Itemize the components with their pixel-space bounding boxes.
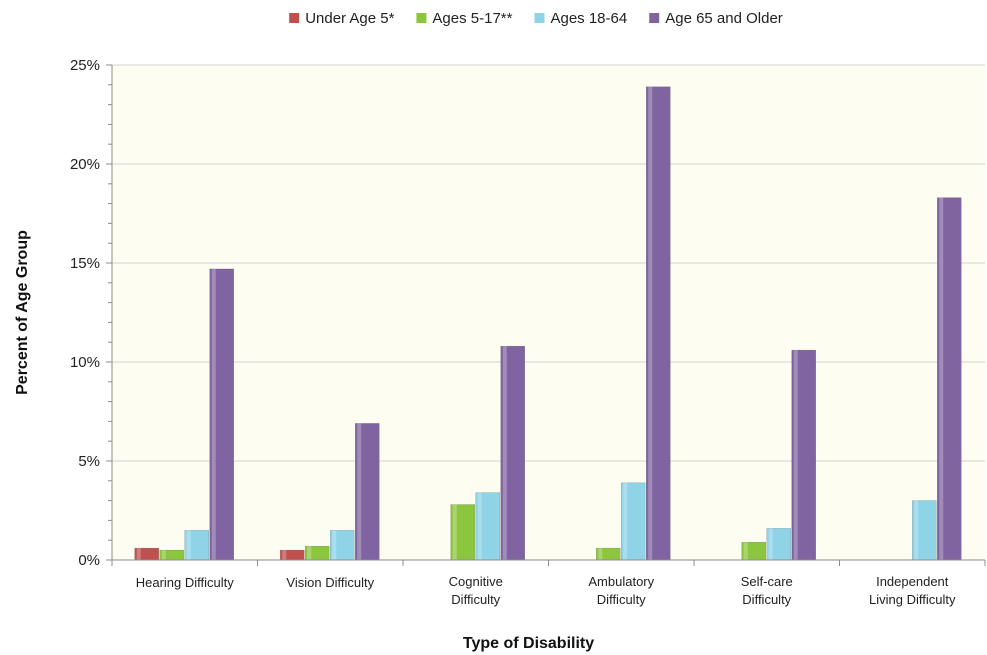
gridlines [112, 64, 985, 462]
bar [450, 504, 475, 561]
legend-label: Under Age 5* [305, 10, 394, 27]
bar-highlight [623, 482, 628, 560]
plot-area [112, 65, 985, 560]
bar-highlight [477, 492, 482, 560]
bar [791, 349, 816, 561]
bar-highlight [161, 550, 166, 560]
bar [330, 530, 355, 561]
legend-label: Ages 18-64 [550, 10, 627, 27]
bar-highlight [598, 548, 603, 560]
bar [184, 530, 209, 561]
y-tick-labels: 0% 5% 10% 15% 20% 25% [70, 57, 100, 569]
x-category-label: Difficulty [451, 592, 500, 607]
bar-highlight [186, 530, 191, 560]
bar-highlight [136, 548, 141, 560]
bar-highlight [502, 346, 507, 560]
y-tick-label: 20% [70, 156, 100, 173]
legend-swatch [289, 13, 300, 23]
x-category-label: Difficulty [742, 592, 791, 607]
x-category-label: Self-care [741, 574, 793, 589]
bar [646, 86, 671, 561]
bar-highlight [768, 528, 773, 560]
bar-highlight [648, 86, 653, 560]
legend-swatch [416, 13, 427, 23]
legend-swatch [534, 13, 545, 23]
legend-swatch [649, 13, 660, 23]
y-tick-label: 25% [70, 57, 100, 74]
bar [355, 423, 380, 561]
bar [500, 345, 525, 561]
bar [937, 197, 962, 561]
bar [209, 268, 234, 561]
x-category-label: Cognitive [449, 574, 503, 589]
x-category-label: Difficulty [597, 592, 646, 607]
bar-highlight [282, 550, 287, 560]
bar-highlight [211, 268, 216, 560]
bar [475, 492, 500, 561]
bar-highlight [939, 197, 944, 560]
y-tick-label: 0% [78, 552, 100, 569]
x-category-label: Hearing Difficulty [136, 575, 235, 590]
y-axis-title: Percent of Age Group [14, 230, 31, 395]
y-tick-label: 15% [70, 255, 100, 272]
bar-highlight [307, 546, 312, 560]
bar [912, 500, 937, 561]
x-category-label: Ambulatory [588, 574, 654, 589]
x-category-label: Living Difficulty [869, 592, 956, 607]
bar-highlight [452, 504, 457, 560]
bars [134, 86, 962, 561]
bar-highlight [332, 530, 337, 560]
x-category-label: Vision Difficulty [286, 575, 374, 590]
legend-label: Ages 5-17** [432, 10, 512, 27]
x-category-label: Independent [876, 574, 949, 589]
bar-highlight [357, 423, 362, 560]
bar [621, 482, 646, 561]
legend-label: Age 65 and Older [665, 10, 783, 27]
bar-highlight [793, 350, 798, 560]
bar [766, 528, 791, 561]
y-tick-label: 10% [70, 354, 100, 371]
y-tick-label: 5% [78, 453, 100, 470]
bar-highlight [914, 500, 919, 560]
legend: Under Age 5* Ages 5-17** Ages 18-64 Age 65 … [289, 10, 783, 27]
axes [106, 64, 986, 566]
x-axis-title: Type of Disability [463, 635, 594, 652]
x-category-labels: Hearing Difficulty Vision Difficulty Cogni… [136, 574, 956, 607]
bar-highlight [743, 542, 748, 560]
